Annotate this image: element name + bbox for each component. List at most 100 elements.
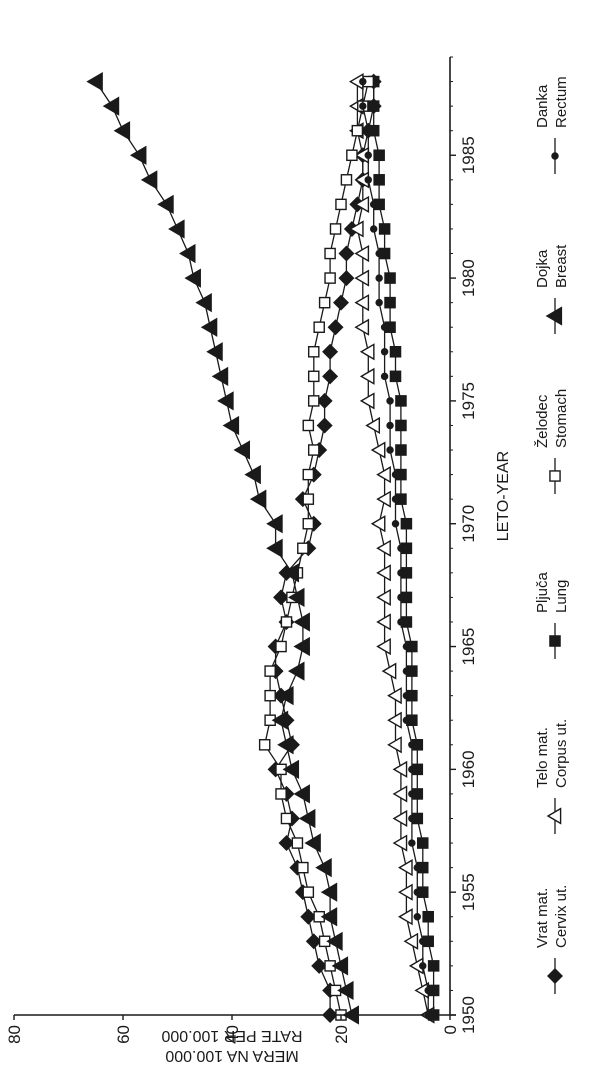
data-point-cervix <box>316 417 333 434</box>
data-point-lung <box>422 910 434 923</box>
data-point-rectum <box>397 544 405 553</box>
data-point-stomach <box>351 124 364 137</box>
data-point-corpus <box>370 441 386 459</box>
data-point-stomach <box>302 886 315 898</box>
data-point-corpus <box>398 883 413 901</box>
data-point-rectum <box>375 249 383 258</box>
data-point-corpus <box>387 711 402 729</box>
data-point-breast <box>266 538 283 558</box>
data-point-rectum <box>419 937 427 946</box>
x-tick-label: 1985 <box>459 136 478 174</box>
data-point-lung <box>416 837 429 849</box>
data-point-rectum <box>391 470 400 479</box>
x-axis-title: LETO-YEAR <box>495 451 512 541</box>
data-point-corpus <box>403 932 419 950</box>
rotated-chart-group: 0 20 40 60 80 1950 1955 1960 1965 1970 1975 1980 198… <box>5 56 570 1064</box>
data-point-breast <box>298 808 316 829</box>
data-point-rectum <box>413 863 422 872</box>
data-point-cervix <box>327 319 344 336</box>
data-point-stomach <box>302 517 315 530</box>
data-point-corpus <box>370 515 386 533</box>
series-line-rectum <box>362 81 429 1015</box>
data-point-corpus <box>348 220 364 238</box>
legend-label-line2: Corpus ut. <box>553 719 570 788</box>
data-point-cervix <box>305 933 322 950</box>
data-point-breast <box>293 784 310 804</box>
data-point-rectum <box>386 397 394 405</box>
data-point-rectum <box>402 716 411 724</box>
x-tick-label: 1980 <box>459 259 478 297</box>
data-point-corpus <box>387 736 402 754</box>
legend-entry-breast: Dojka Breast <box>534 244 570 334</box>
legend: Vrat mat. Cervix ut. Telo mat. Corpus ut. Pl… <box>534 76 570 994</box>
data-point-corpus <box>354 244 370 263</box>
data-point-lung <box>373 149 385 162</box>
x-tick-label: 1960 <box>459 750 478 788</box>
data-point-stomach <box>280 812 293 825</box>
y-axis-title-line1: MERA NA 100.000 <box>165 1047 299 1064</box>
data-point-breast <box>304 833 321 853</box>
data-point-corpus <box>398 859 413 877</box>
data-point-rectum <box>364 151 372 159</box>
data-point-corpus <box>365 416 380 435</box>
data-point-corpus <box>376 637 391 656</box>
data-point-stomach <box>324 272 336 284</box>
data-point-lung <box>378 223 391 235</box>
data-point-corpus <box>376 588 391 606</box>
data-point-stomach <box>307 444 320 456</box>
legend-marker-rectum <box>551 152 559 160</box>
data-point-rectum <box>402 691 411 700</box>
legend-marker-cervix <box>547 968 563 984</box>
legend-entry-lung: Pljuča Lung <box>534 571 570 659</box>
data-point-lung <box>389 370 402 383</box>
data-point-breast <box>211 366 229 386</box>
data-point-cervix <box>316 392 333 409</box>
data-point-breast <box>277 735 294 755</box>
data-point-corpus <box>359 392 375 410</box>
axes-layer: 0 20 40 60 80 1950 1955 1960 1965 1970 1975 1980 198… <box>5 56 512 1064</box>
legend-marker-breast <box>545 306 563 326</box>
data-point-rectum <box>380 348 389 356</box>
data-point-corpus <box>354 195 370 213</box>
data-point-stomach <box>346 149 358 162</box>
data-point-breast <box>326 931 343 951</box>
legend-label-line1: Danka <box>534 84 551 128</box>
y-tick-label: 40 <box>223 1025 242 1044</box>
data-point-cervix <box>300 908 317 925</box>
data-point-breast <box>179 243 196 264</box>
data-point-rectum <box>359 77 367 86</box>
legend-label-line2: Breast <box>553 244 570 288</box>
data-point-breast <box>244 464 261 485</box>
legend-marker-corpus <box>546 807 562 825</box>
data-point-breast <box>200 317 218 337</box>
data-point-corpus <box>376 564 391 582</box>
data-point-stomach <box>307 395 320 407</box>
data-point-rectum <box>386 446 394 454</box>
x-tick-label: 1965 <box>459 628 478 666</box>
data-point-lung <box>395 395 407 407</box>
legend-marker-stomach <box>549 470 561 482</box>
data-point-corpus <box>354 294 370 312</box>
data-point-stomach <box>329 223 342 235</box>
data-point-cervix <box>322 343 339 360</box>
data-point-breast <box>320 907 338 927</box>
data-point-breast <box>102 96 120 116</box>
data-point-breast <box>271 710 289 730</box>
legend-label-line1: Pljuča <box>534 571 551 613</box>
data-point-rectum <box>402 642 411 651</box>
data-point-corpus <box>392 809 408 828</box>
data-point-corpus <box>359 343 375 361</box>
data-point-rectum <box>408 765 416 774</box>
x-tick-label: 1950 <box>459 996 478 1034</box>
legend-label-line1: Dojka <box>534 249 551 288</box>
data-point-cervix <box>278 835 295 852</box>
data-point-corpus <box>376 466 391 484</box>
series-rectum <box>359 77 432 1019</box>
data-point-corpus <box>376 613 391 631</box>
data-point-rectum <box>413 888 422 896</box>
data-point-breast <box>320 882 338 902</box>
legend-entry-corpus: Telo mat. Corpus ut. <box>534 719 570 834</box>
data-point-lung <box>384 272 396 284</box>
